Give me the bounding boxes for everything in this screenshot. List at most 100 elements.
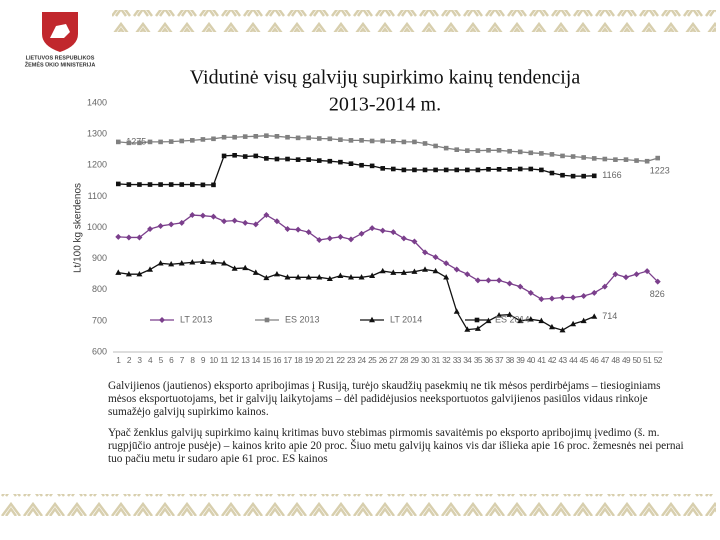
point <box>548 295 555 302</box>
y-tick-label: 1100 <box>88 191 107 201</box>
point <box>189 259 196 265</box>
x-tick-label: 15 <box>262 355 271 365</box>
point <box>612 271 619 278</box>
point <box>570 154 576 159</box>
point <box>443 145 449 151</box>
point <box>157 260 164 266</box>
point <box>252 269 259 275</box>
point <box>465 148 470 153</box>
series-line <box>118 154 595 186</box>
point <box>136 270 143 277</box>
data-label: 826 <box>650 289 665 299</box>
legend-label: ES 2013 <box>285 314 320 324</box>
y-tick-label: 600 <box>92 346 107 356</box>
point <box>126 140 132 146</box>
x-tick-label: 31 <box>432 355 441 365</box>
point <box>137 140 142 146</box>
logo <box>42 12 78 52</box>
point <box>464 326 471 332</box>
point <box>253 134 259 139</box>
x-tick-label: 29 <box>410 355 419 365</box>
point <box>412 167 417 173</box>
x-tick-label: 6 <box>169 355 174 365</box>
legend-label: LT 2014 <box>390 314 422 324</box>
point <box>549 170 555 176</box>
point <box>443 274 450 280</box>
point <box>178 260 185 266</box>
x-tick-label: 47 <box>601 355 610 365</box>
point <box>147 226 154 233</box>
point <box>400 235 407 242</box>
point <box>285 156 290 162</box>
point <box>231 265 238 271</box>
point <box>306 135 311 141</box>
point <box>369 163 375 169</box>
point <box>379 227 386 234</box>
x-tick-label: 17 <box>284 355 293 365</box>
x-tick-label: 40 <box>527 355 536 365</box>
point <box>570 320 577 327</box>
data-label: 714 <box>602 311 617 321</box>
point <box>316 274 323 280</box>
point <box>316 236 323 243</box>
top-ornament <box>112 10 716 32</box>
point <box>263 274 270 281</box>
series-line <box>118 214 659 300</box>
point <box>125 234 132 241</box>
point <box>115 139 121 145</box>
series-line <box>118 135 658 162</box>
y-tick-label: 1000 <box>87 222 107 232</box>
point <box>474 277 481 284</box>
point <box>485 277 492 284</box>
point <box>231 217 238 224</box>
point <box>548 323 555 330</box>
point <box>506 280 513 287</box>
point <box>273 218 280 225</box>
point <box>496 277 503 284</box>
text-block: Galvijienos (jautienos) eksporto apriboj… <box>108 380 688 474</box>
x-tick-label: 27 <box>389 355 398 365</box>
x-tick-label: 24 <box>358 355 367 365</box>
point <box>506 311 513 317</box>
chart-title: 2013-2014 m. <box>329 94 441 116</box>
point <box>210 213 217 220</box>
point <box>199 258 206 264</box>
point <box>527 316 534 322</box>
point <box>189 212 196 219</box>
point <box>337 233 344 240</box>
point <box>285 134 290 140</box>
point <box>422 141 428 146</box>
x-tick-label: 38 <box>506 355 515 365</box>
point <box>284 226 291 233</box>
x-tick-label: 3 <box>137 355 142 365</box>
point <box>634 158 639 163</box>
point <box>517 166 523 172</box>
y-tick-label: 1300 <box>87 129 107 139</box>
x-tick-label: 18 <box>294 355 303 365</box>
paragraph: Galvijienos (jautienos) eksporto apriboj… <box>108 380 661 418</box>
point <box>168 221 175 228</box>
x-tick-label: 45 <box>580 355 589 365</box>
y-tick-label: 1200 <box>87 160 107 170</box>
point <box>179 138 185 144</box>
point <box>623 157 629 162</box>
point <box>380 138 386 144</box>
point <box>539 151 544 156</box>
point <box>190 138 195 143</box>
point <box>327 158 333 164</box>
point <box>347 236 354 243</box>
point <box>158 182 163 187</box>
point <box>380 166 386 171</box>
x-tick-label: 50 <box>633 355 642 365</box>
point <box>475 148 481 153</box>
point <box>252 221 259 228</box>
x-tick-label: 39 <box>516 355 525 365</box>
x-tick-label: 26 <box>379 355 388 365</box>
point <box>517 149 523 155</box>
point <box>326 275 333 282</box>
point <box>443 260 450 267</box>
point <box>190 182 195 187</box>
x-tick-label: 42 <box>548 355 557 365</box>
point <box>242 264 249 271</box>
point <box>528 150 534 156</box>
